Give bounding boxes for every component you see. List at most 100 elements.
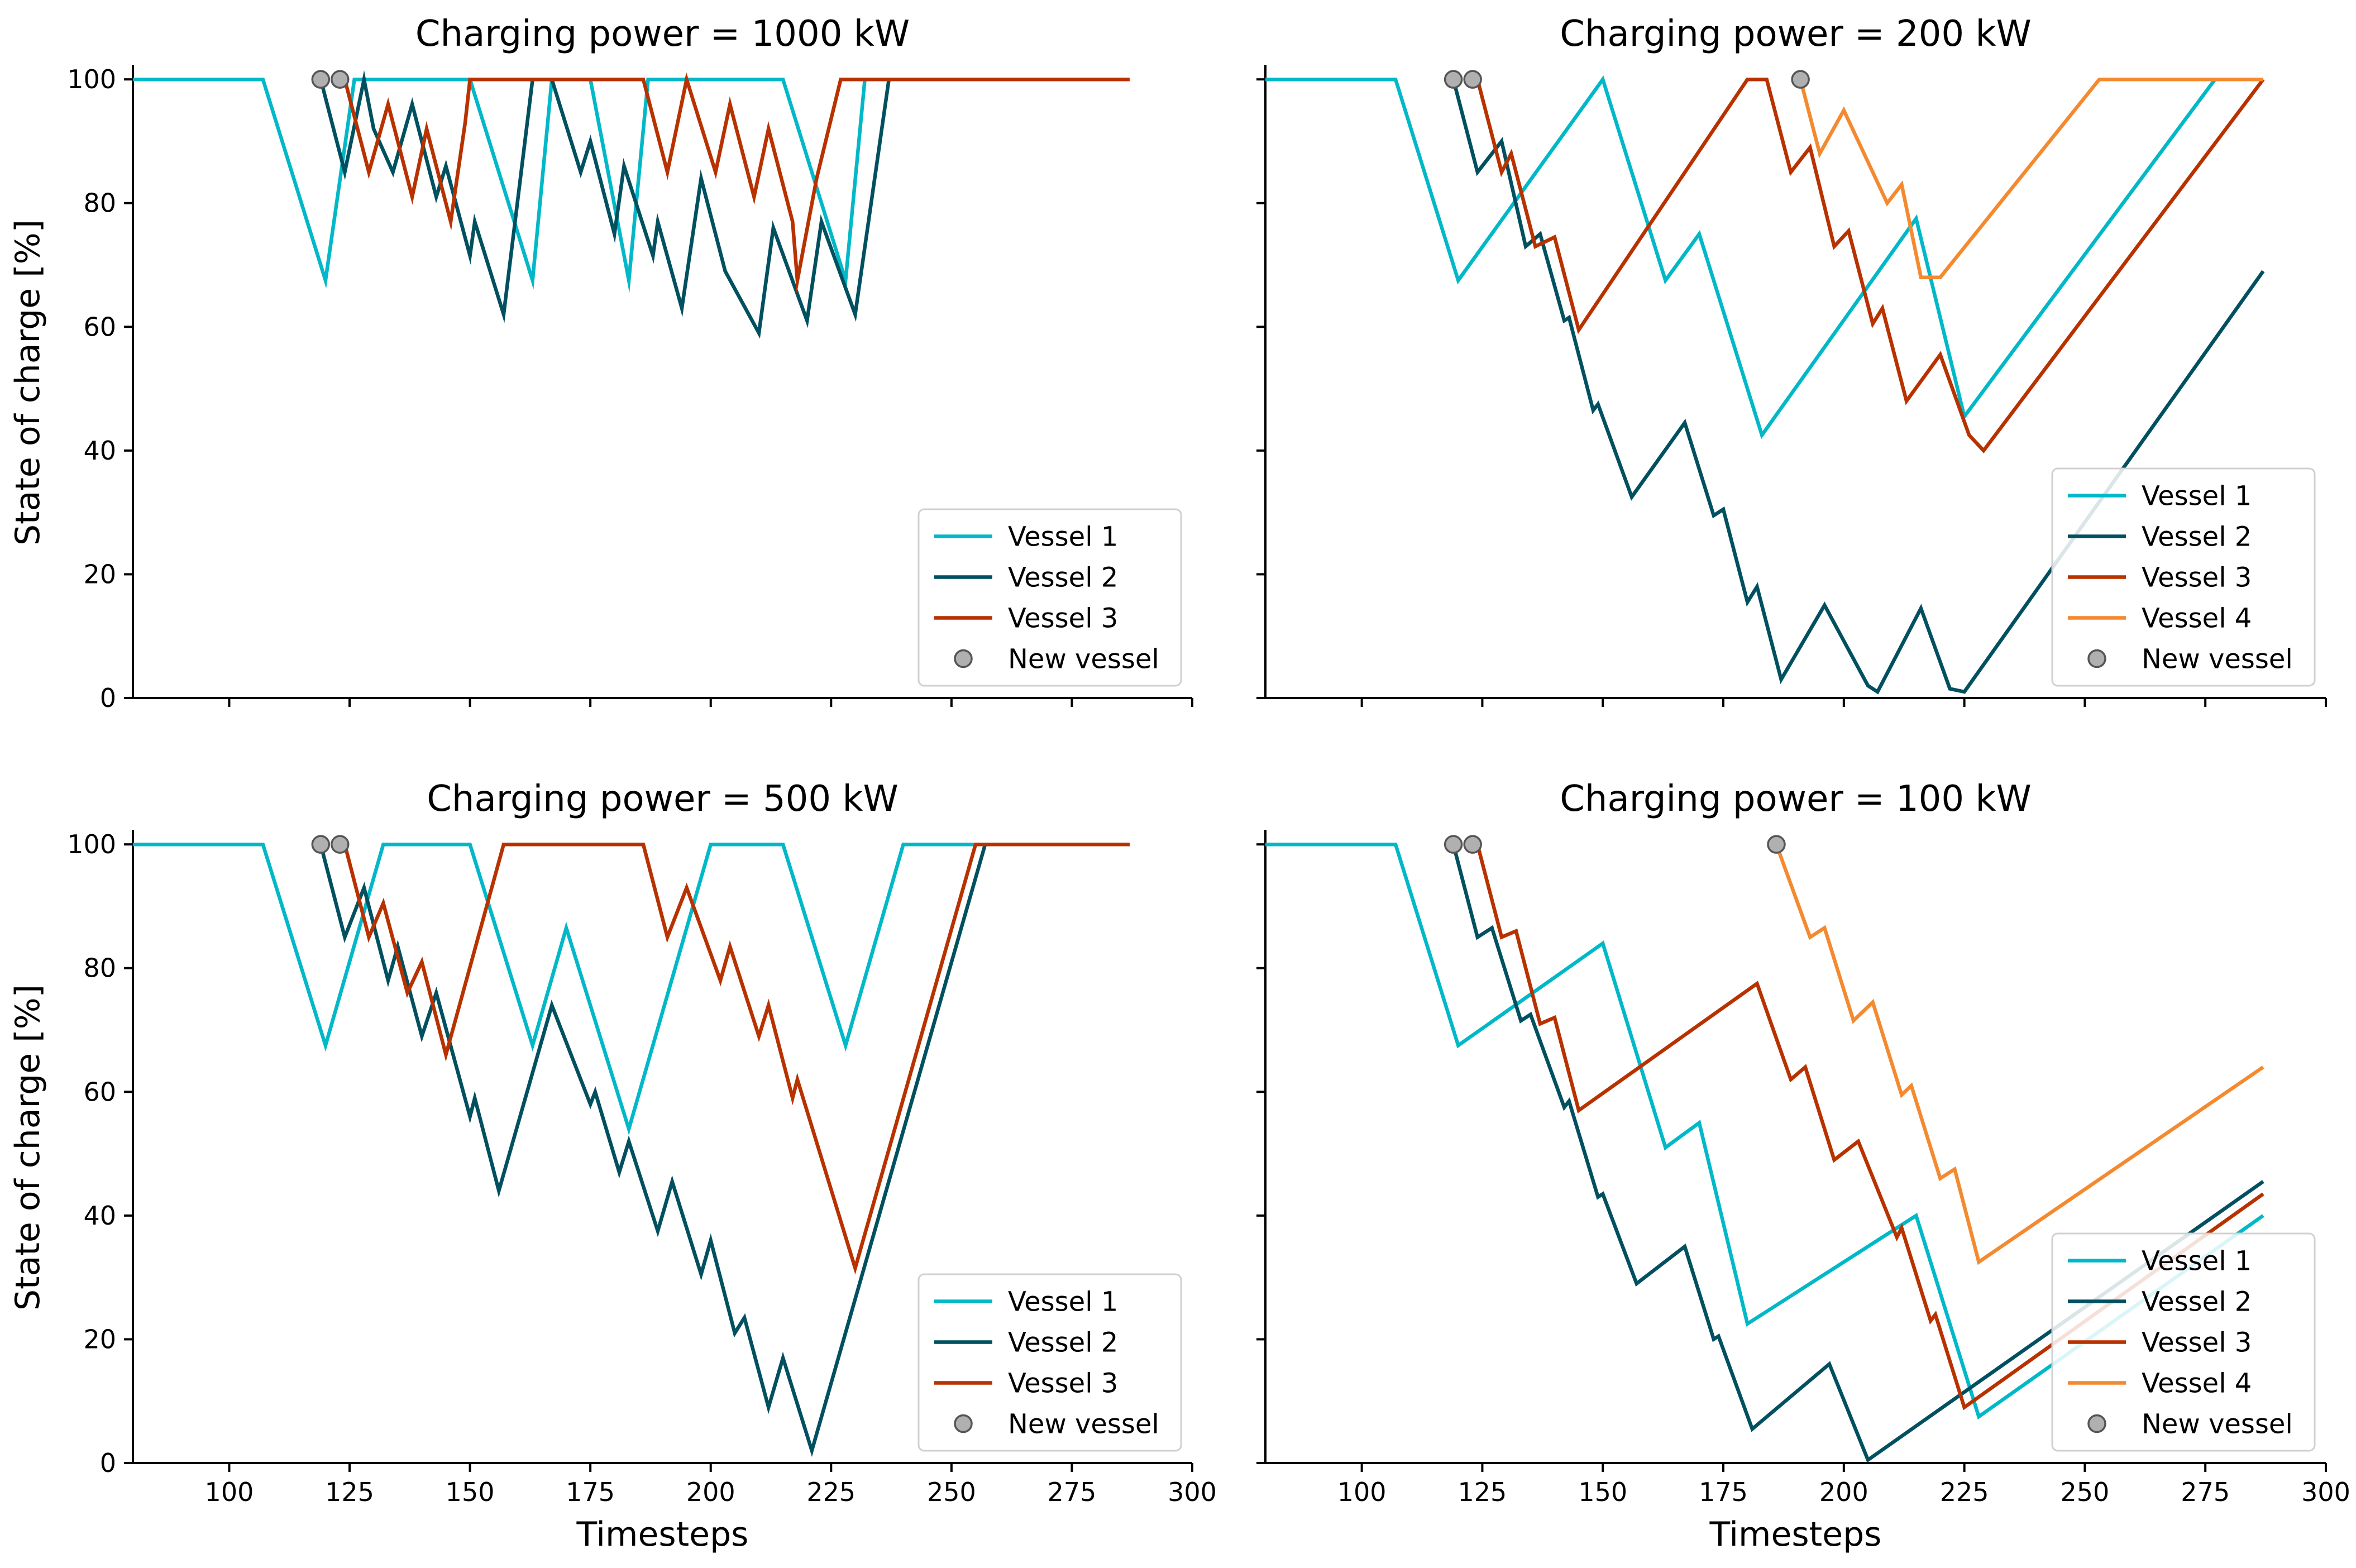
x-tick-label: 100 <box>1337 1477 1387 1507</box>
legend-box <box>917 1273 1182 1452</box>
x-tick-label: 225 <box>1940 1477 1989 1507</box>
new-vessel-marker <box>1444 70 1463 89</box>
new-vessel-marker <box>1444 835 1463 854</box>
x-tick-label: 125 <box>325 1477 374 1507</box>
y-tick-label: 0 <box>100 1448 116 1478</box>
legend-label: Vessel 2 <box>2142 522 2252 553</box>
legend-label: Vessel 4 <box>2142 1368 2252 1399</box>
y-tick-label: 60 <box>83 312 116 342</box>
legend: Vessel 1 Vessel 2 Vessel 3 Vessel 4 New vess… <box>2051 1232 2316 1452</box>
panel-p100: Charging power = 100 kW 100 125 150 175 200 22… <box>1256 778 2350 1554</box>
x-tick-label: 175 <box>566 1477 615 1507</box>
series-line-vessel-2 <box>319 842 1130 1457</box>
x-tick-label: 100 <box>205 1477 254 1507</box>
x-tick-label: 125 <box>1458 1477 1507 1507</box>
new-vessel-marker <box>1791 70 1810 89</box>
y-tick-label: 80 <box>83 953 116 983</box>
series-line-vessel-1 <box>133 842 1130 1136</box>
plot-area <box>133 842 1130 1457</box>
legend-label: New vessel <box>2142 1409 2293 1440</box>
new-vessel-marker <box>1463 835 1482 854</box>
legend: Vessel 1 Vessel 2 Vessel 3 New vessel <box>917 508 1182 687</box>
new-vessel-marker <box>331 70 350 89</box>
panel-p1000: Charging power = 1000 kW 0 20 40 60 80 100 Stat… <box>8 13 1193 713</box>
series-line-vessel-3 <box>1475 844 2264 1411</box>
series-line-vessel-1 <box>133 77 1130 294</box>
x-tick-label: 250 <box>2061 1477 2110 1507</box>
x-tick-label: 275 <box>1048 1477 1097 1507</box>
y-axis-label: State of charge [%] <box>8 984 47 1311</box>
new-vessel-marker <box>1767 835 1786 854</box>
chart-title: Charging power = 100 kW <box>1560 778 2032 820</box>
legend-label: Vessel 1 <box>2142 481 2252 512</box>
series-line-vessel-4 <box>1798 77 2263 279</box>
legend-label: Vessel 2 <box>2142 1287 2252 1318</box>
legend-label: Vessel 4 <box>2142 603 2252 634</box>
legend-label: Vessel 2 <box>1008 1327 1118 1359</box>
series-line-vessel-3 <box>1475 77 2265 453</box>
y-tick-label: 100 <box>67 829 116 859</box>
x-tick-label: 200 <box>1819 1477 1868 1507</box>
legend-label: Vessel 1 <box>2142 1246 2252 1277</box>
plot-area <box>1265 75 2265 695</box>
series-line-vessel-2 <box>319 70 891 339</box>
y-tick-label: 0 <box>100 683 116 713</box>
x-tick-label: 300 <box>1168 1477 1217 1507</box>
legend-marker-new-vessel <box>954 1414 973 1433</box>
legend-box <box>2051 1232 2316 1452</box>
y-tick-label: 40 <box>83 436 116 466</box>
y-tick-label: 80 <box>83 188 116 218</box>
legend: Vessel 1 Vessel 2 Vessel 3 Vessel 4 New vess… <box>2051 467 2316 687</box>
new-vessel-marker <box>331 835 350 854</box>
chart-title: Charging power = 200 kW <box>1560 13 2032 55</box>
x-tick-label: 250 <box>927 1477 976 1507</box>
y-axis-label: State of charge [%] <box>8 219 47 546</box>
x-axis-label: Timesteps <box>576 1515 749 1554</box>
y-tick-label: 60 <box>83 1077 116 1107</box>
new-vessel-marker <box>311 835 331 854</box>
plot-area <box>1265 842 2264 1463</box>
legend-label: Vessel 1 <box>1008 1287 1118 1318</box>
plot-area <box>133 70 1130 339</box>
y-tick-label: 100 <box>67 64 116 94</box>
series-line-vessel-1 <box>1265 75 2263 439</box>
legend-label: New vessel <box>2142 644 2293 675</box>
legend-marker-new-vessel <box>954 649 973 668</box>
legend-box <box>2051 467 2316 687</box>
y-tick-label: 40 <box>83 1201 116 1231</box>
chart-title: Charging power = 1000 kW <box>415 13 910 55</box>
y-tick-label: 20 <box>83 559 116 589</box>
series-line-vessel-3 <box>343 72 1130 294</box>
legend-label: Vessel 2 <box>1008 562 1118 594</box>
chart-title: Charging power = 500 kW <box>427 778 899 820</box>
legend-label: Vessel 3 <box>2142 562 2252 594</box>
y-tick-label: 20 <box>83 1324 116 1354</box>
series-line-vessel-1 <box>1265 842 2264 1420</box>
legend-label: Vessel 3 <box>2142 1327 2252 1359</box>
legend-label: New vessel <box>1008 1409 1159 1440</box>
legend-label: Vessel 3 <box>1008 1368 1118 1399</box>
series-line-vessel-3 <box>343 842 1130 1275</box>
legend-label: Vessel 1 <box>1008 522 1118 553</box>
legend-label: New vessel <box>1008 644 1159 675</box>
x-axis-label: Timesteps <box>1709 1515 1882 1554</box>
legend-marker-new-vessel <box>2087 1414 2106 1433</box>
x-tick-label: 225 <box>806 1477 856 1507</box>
x-tick-label: 150 <box>446 1477 495 1507</box>
x-tick-label: 275 <box>2181 1477 2230 1507</box>
legend: Vessel 1 Vessel 2 Vessel 3 New vessel <box>917 1273 1182 1452</box>
x-tick-label: 300 <box>2301 1477 2350 1507</box>
new-vessel-marker <box>1463 70 1482 89</box>
x-tick-label: 175 <box>1699 1477 1748 1507</box>
new-vessel-marker <box>311 70 331 89</box>
x-tick-label: 150 <box>1578 1477 1627 1507</box>
x-tick-label: 200 <box>686 1477 735 1507</box>
legend-label: Vessel 3 <box>1008 603 1118 634</box>
series-line-vessel-4 <box>1774 844 2264 1265</box>
series-line-vessel-2 <box>1451 79 2265 695</box>
series-line-vessel-2 <box>1451 844 2264 1463</box>
legend-box <box>917 508 1182 687</box>
